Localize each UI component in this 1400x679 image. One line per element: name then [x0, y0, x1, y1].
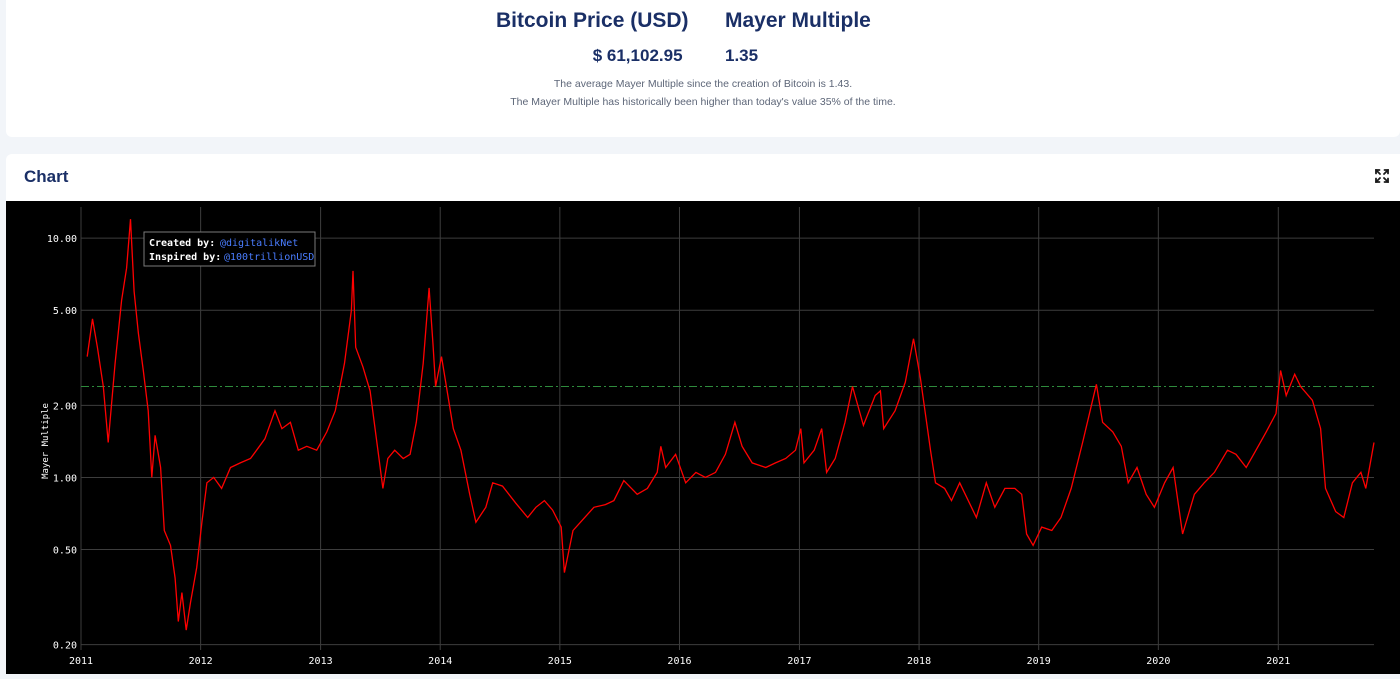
- x-tick-label: 2012: [189, 656, 213, 667]
- y-tick-label: 1.00: [53, 473, 77, 484]
- x-tick-label: 2017: [787, 656, 811, 667]
- x-tick-label: 2016: [667, 656, 691, 667]
- x-tick-label: 2021: [1266, 656, 1290, 667]
- y-tick-label: 5.00: [53, 306, 77, 317]
- bitcoin-price-stat: Bitcoin Price (USD) $ 61,102.95: [496, 9, 689, 65]
- inspired-by-label: Inspired by:: [149, 251, 221, 263]
- y-tick-label: 10.00: [47, 234, 77, 245]
- x-tick-label: 2011: [69, 656, 93, 667]
- created-by-link[interactable]: @digitalikNet: [220, 238, 298, 249]
- chart-heading: Chart: [24, 167, 69, 186]
- plot-area[interactable]: 10.00 5.00 2.00 1.00 0.50 0.20 2011 2012 2013 20…: [6, 201, 1400, 674]
- historical-mayer-note: The Mayer Multiple has historically been…: [510, 96, 896, 108]
- mayer-multiple-value: 1.35: [725, 46, 759, 65]
- x-tick-label: 2020: [1146, 656, 1170, 667]
- mayer-multiple-stat: Mayer Multiple 1.35: [725, 9, 871, 65]
- y-axis-title: Mayer Multiple: [41, 403, 51, 479]
- y-tick-label: 2.00: [53, 401, 77, 412]
- average-mayer-note: The average Mayer Multiple since the cre…: [553, 78, 853, 90]
- summary-card: Bitcoin Price (USD) $ 61,102.95 Mayer Mu…: [6, 0, 1400, 137]
- inspired-by-link[interactable]: @100trillionUSD: [224, 252, 314, 263]
- x-tick-labels: 2011 2012 2013 2014 2015 2016 2017 2018 2019 2020…: [69, 656, 1290, 667]
- bitcoin-price-label: Bitcoin Price (USD): [496, 9, 689, 32]
- mayer-multiple-series-line: [86, 219, 1375, 631]
- x-tick-label: 2013: [309, 656, 333, 667]
- credits-box: Created by: @digitalikNet Inspired by: @…: [143, 231, 316, 267]
- x-tick-label: 2015: [548, 656, 572, 667]
- created-by-label: Created by:: [149, 238, 215, 249]
- expand-arrows-icon[interactable]: [1374, 168, 1390, 184]
- x-tick-label: 2019: [1027, 656, 1051, 667]
- x-gridlines: [80, 207, 1279, 650]
- chart-card: Chart 10.00 5.00 2.00 1.00 0.50 0.20 2011 2012…: [6, 154, 1400, 674]
- y-tick-labels: 10.00 5.00 2.00 1.00 0.50 0.20: [47, 234, 77, 651]
- y-gridlines: [81, 237, 1374, 646]
- mayer-multiple-chart[interactable]: 10.005.002.001.000.500.20 2011 2012 2013 20…: [6, 201, 1400, 674]
- bitcoin-price-value: $ 61,102.95: [592, 46, 683, 65]
- y-tick-label: 0.50: [53, 545, 77, 556]
- mayer-multiple-label: Mayer Multiple: [725, 9, 871, 32]
- x-tick-label: 2014: [428, 656, 452, 667]
- y-tick-label: 0.20: [53, 641, 77, 652]
- x-tick-label: 2018: [907, 656, 931, 667]
